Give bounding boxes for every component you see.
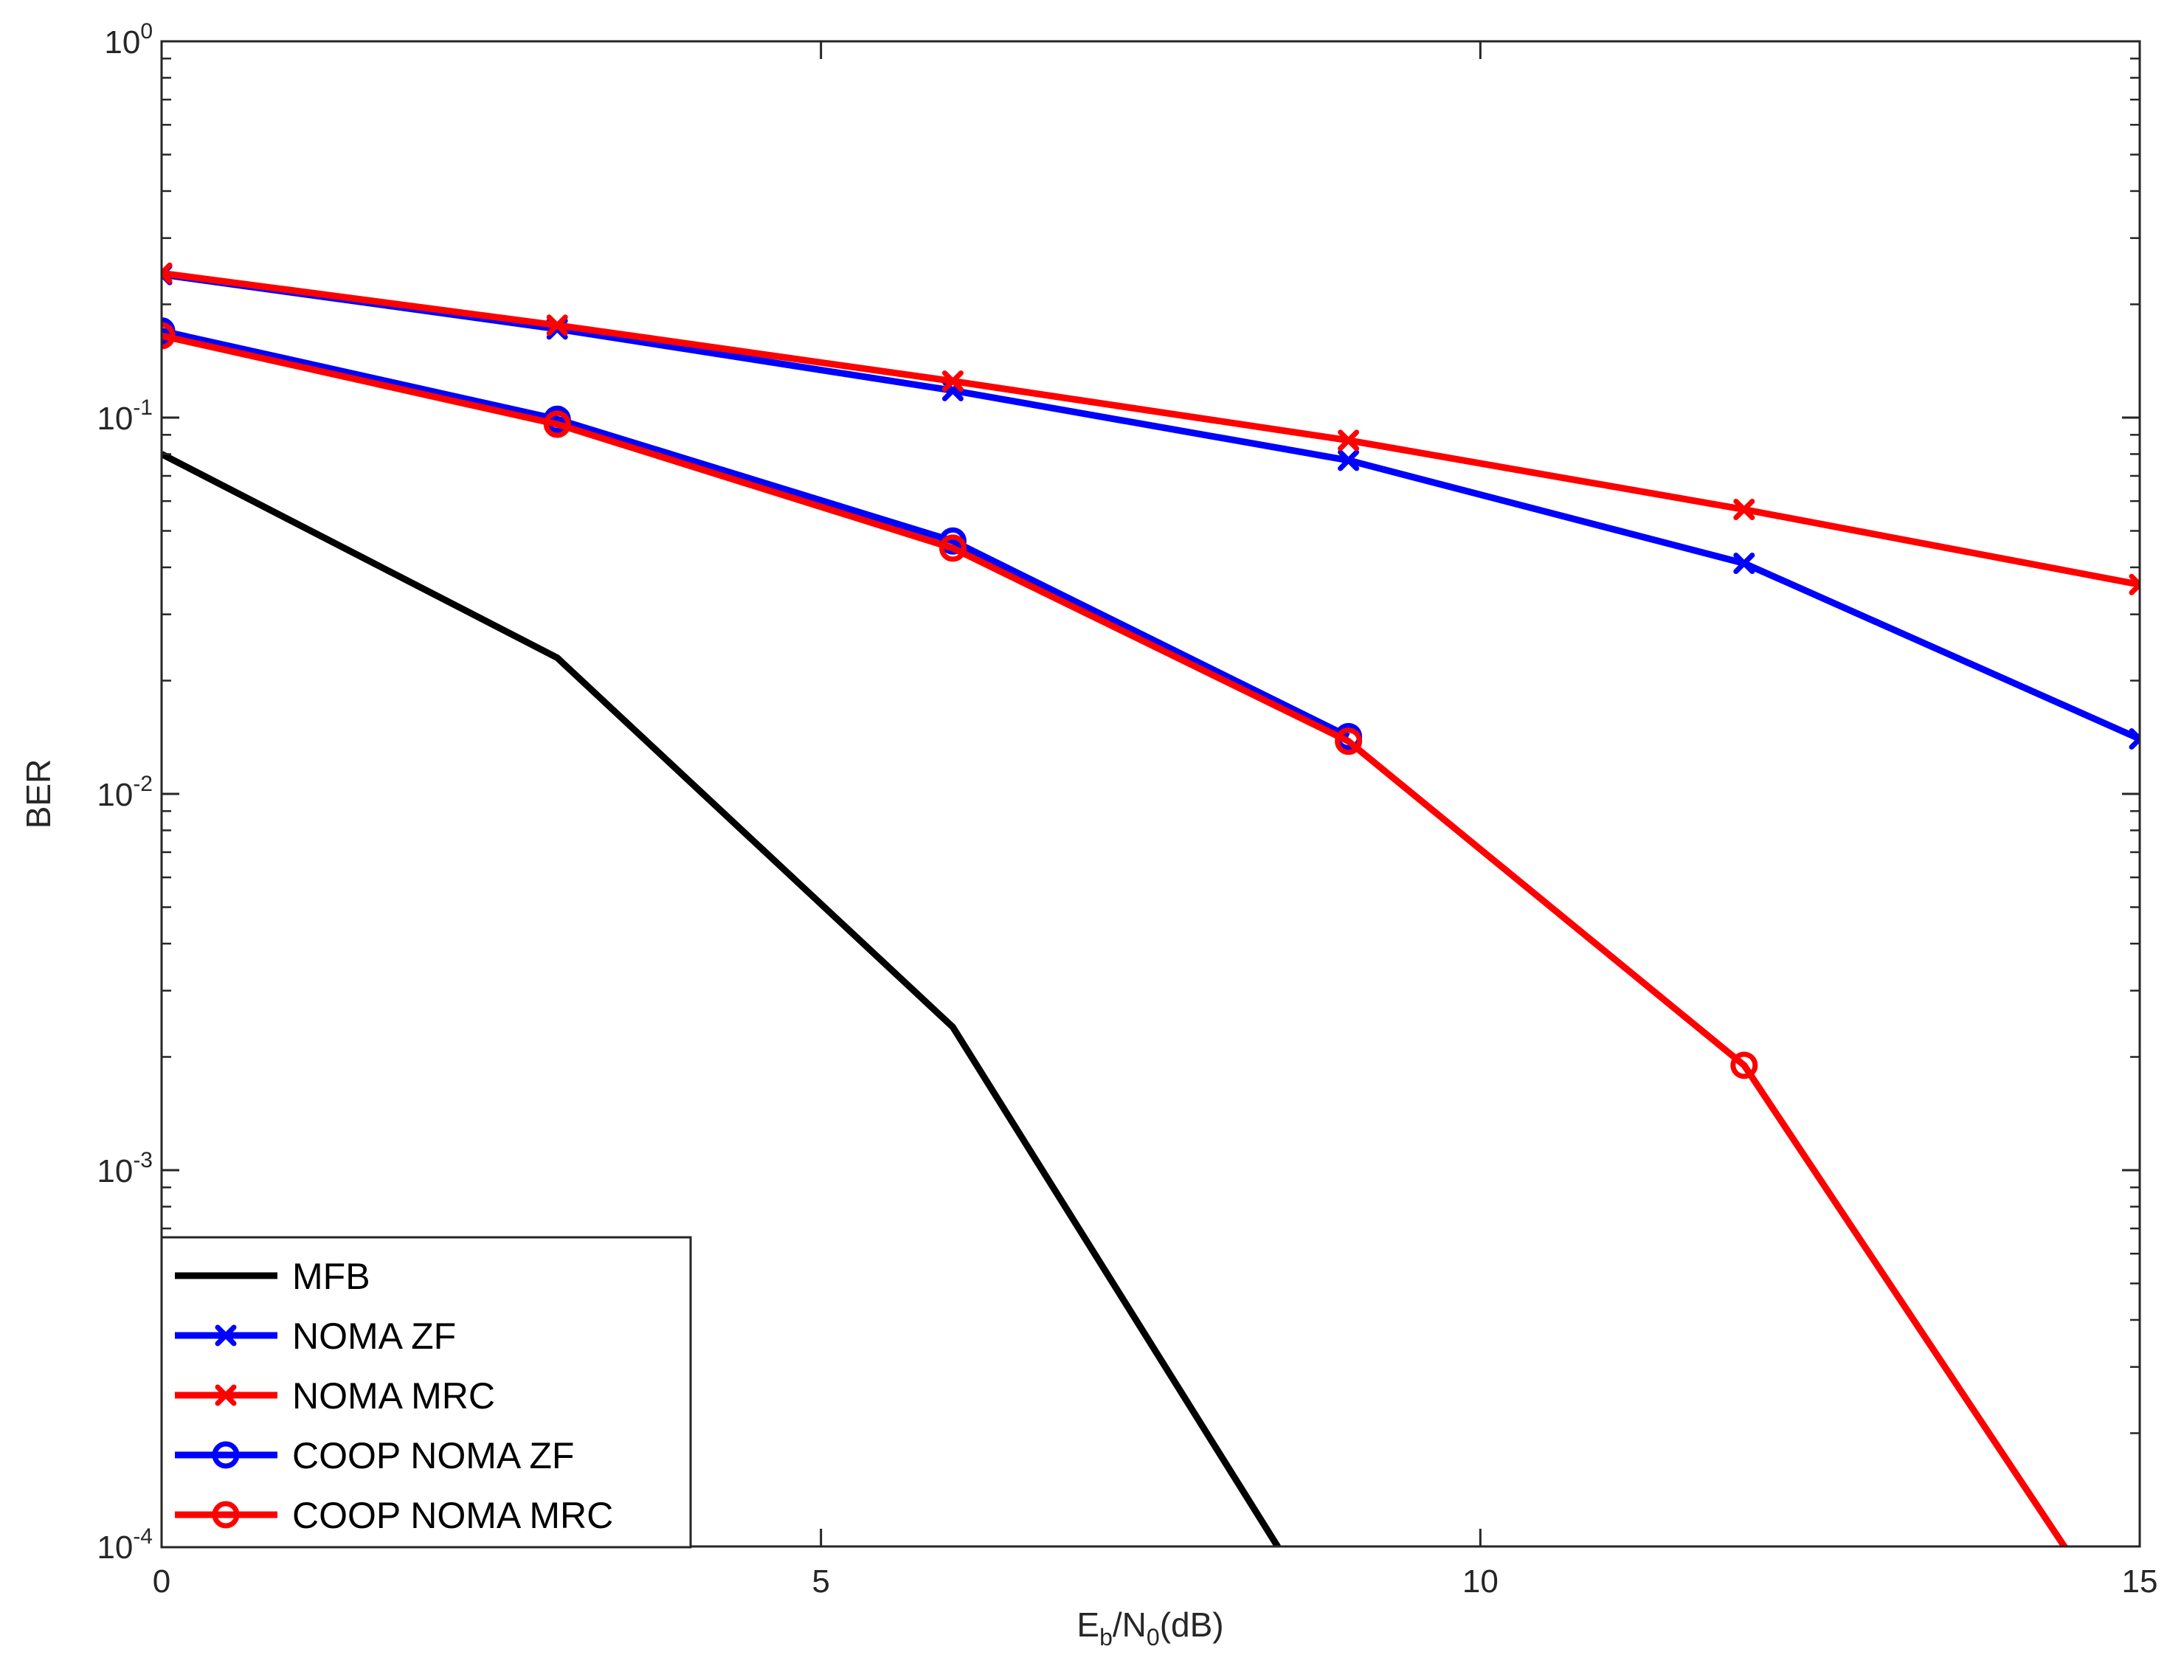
y-tick-label: 10-4 [97,1524,153,1566]
y-tick-label: 100 [104,19,153,61]
y-tick-base: 10 [97,777,133,813]
y-tick-exponent: 0 [140,19,153,44]
legend-marker-noma-mrc [215,1384,237,1406]
y-tick-exponent: -2 [133,772,153,796]
data-point-noma-zf-5 [2129,727,2140,750]
series-line-coop-noma-mrc [162,332,2069,1546]
data-point-coop-noma-mrc-0 [162,322,176,350]
legend-item-coop-noma-zf: COOP NOMA ZF [175,1435,574,1476]
data-point-noma-zf-3 [1338,449,1360,471]
data-point-noma-mrc-5 [2129,573,2140,595]
y-axis-label: BER [19,759,58,829]
data-point-noma-mrc-1 [546,314,568,336]
legend-marker-noma-zf [215,1324,237,1347]
legend-marker-coop-noma-zf [212,1441,240,1469]
legend-label-coop-noma-mrc: COOP NOMA MRC [292,1495,613,1536]
y-tick-base: 10 [97,401,133,437]
series-noma-mrc [162,262,2140,595]
legend: MFB NOMA ZF NOMA MRC COOP NOMA ZF COOP NOMA … [160,1236,692,1549]
x-axis-label: Eb/N0(dB) [1077,1605,1223,1650]
series-line-noma-zf [162,271,2140,742]
data-point-noma-zf-4 [1733,552,1755,574]
legend-label-coop-noma-zf: COOP NOMA ZF [292,1435,574,1476]
legend-marker-coop-noma-mrc [212,1501,240,1529]
series-line-mfb [162,451,1282,1546]
data-point-noma-mrc-0 [162,262,173,284]
data-point-coop-noma-mrc-2 [939,534,967,562]
x-label-db: (dB) [1160,1605,1224,1644]
x-tick-label: 10 [1462,1563,1499,1600]
series-coop-noma-mrc [162,322,2069,1546]
legend-item-noma-mrc: NOMA MRC [175,1375,495,1417]
x-tick-label: 15 [2122,1563,2158,1600]
series-line-noma-mrc [162,269,2140,588]
legend-label-mfb: MFB [292,1256,370,1297]
y-tick-label: 10-1 [97,395,153,437]
x-label-e: E [1077,1605,1099,1644]
y-tick-base: 10 [104,24,140,61]
y-tick-base: 10 [97,1153,133,1189]
data-point-noma-mrc-3 [1338,429,1360,452]
y-tick-exponent: -4 [133,1524,153,1549]
data-point-noma-mrc-2 [941,370,964,393]
y-tick-label: 10-2 [97,772,153,813]
data-point-coop-noma-mrc-3 [1335,727,1363,756]
plot-data-layer [162,262,2140,1546]
series-line-coop-noma-zf [162,328,1350,740]
legend-item-noma-zf: NOMA ZF [175,1316,456,1357]
data-point-coop-noma-mrc-4 [1730,1051,1758,1079]
y-tick-label: 10-3 [97,1148,153,1189]
legend-items: MFB NOMA ZF NOMA MRC COOP NOMA ZF COOP NOMA … [175,1256,613,1536]
data-point-noma-mrc-4 [1733,499,1755,521]
y-tick-exponent: -3 [133,1148,153,1172]
x-tick-label: 5 [812,1563,829,1600]
legend-item-mfb: MFB [175,1256,370,1297]
legend-label-noma-mrc: NOMA MRC [292,1375,495,1417]
x-label-sub-b: b [1099,1624,1113,1650]
legend-label-noma-zf: NOMA ZF [292,1316,456,1357]
series-mfb [162,451,1282,1546]
y-tick-exponent: -1 [133,395,153,420]
data-point-coop-noma-mrc-1 [543,410,571,438]
x-label-n: /N [1113,1605,1147,1644]
y-tick-base: 10 [97,1529,133,1566]
x-label-sub-0: 0 [1147,1624,1160,1650]
legend-item-coop-noma-mrc: COOP NOMA MRC [175,1495,613,1536]
x-tick-label: 0 [153,1563,170,1600]
